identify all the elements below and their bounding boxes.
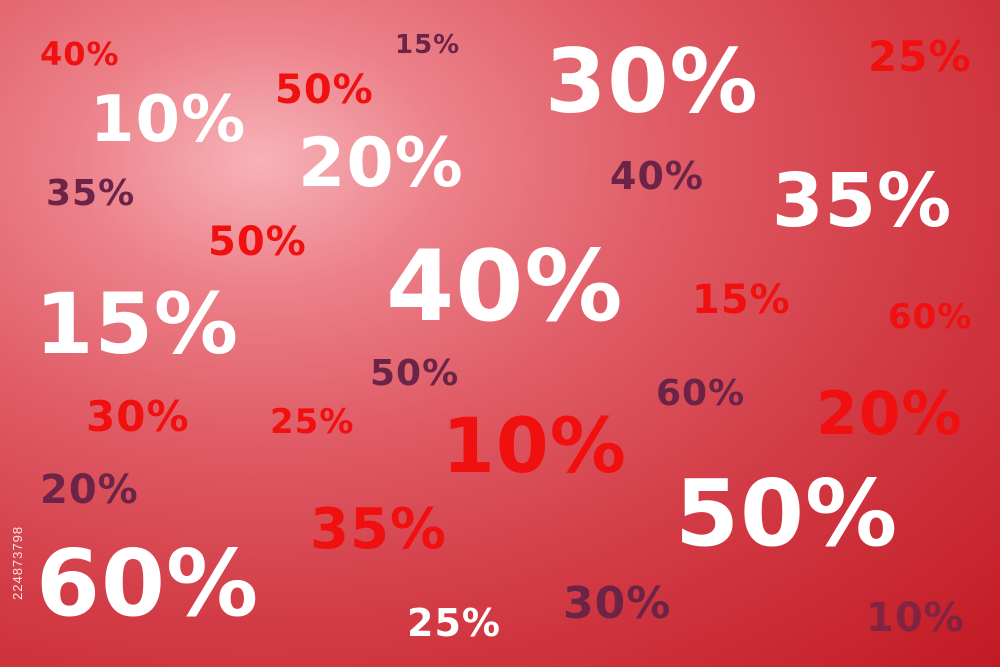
percent-label-50: 50% xyxy=(275,67,374,113)
percent-label-25: 25% xyxy=(407,601,501,645)
percent-label-25: 25% xyxy=(868,32,972,81)
percent-label-30: 30% xyxy=(545,30,759,133)
percent-label-30: 30% xyxy=(563,578,672,629)
percent-label-50: 50% xyxy=(675,460,899,567)
percent-label-15: 15% xyxy=(35,275,240,373)
percent-label-40: 40% xyxy=(40,35,120,73)
percent-label-50: 50% xyxy=(208,219,307,265)
percent-label-60: 60% xyxy=(656,373,746,414)
percent-label-15: 15% xyxy=(395,30,461,60)
percent-label-50: 50% xyxy=(370,353,460,394)
percent-label-60: 60% xyxy=(36,530,260,637)
percent-label-10: 10% xyxy=(442,401,627,490)
percent-label-35: 35% xyxy=(772,158,953,244)
percent-label-40: 40% xyxy=(386,230,624,344)
percent-label-40: 40% xyxy=(610,154,704,198)
stock-id-watermark: 224873798 xyxy=(10,430,30,600)
percent-label-35: 35% xyxy=(46,173,136,214)
percent-label-20: 20% xyxy=(298,124,464,203)
percent-label-15: 15% xyxy=(692,277,791,323)
percent-label-25: 25% xyxy=(270,402,355,442)
stock-id-text: 224873798 xyxy=(10,525,25,600)
percent-label-35: 35% xyxy=(310,497,448,562)
percent-label-60: 60% xyxy=(888,297,973,337)
percent-label-20: 20% xyxy=(40,467,139,513)
percent-label-20: 20% xyxy=(816,379,963,449)
percent-label-10: 10% xyxy=(866,595,965,641)
percent-label-10: 10% xyxy=(90,83,247,157)
percent-label-30: 30% xyxy=(86,392,190,441)
